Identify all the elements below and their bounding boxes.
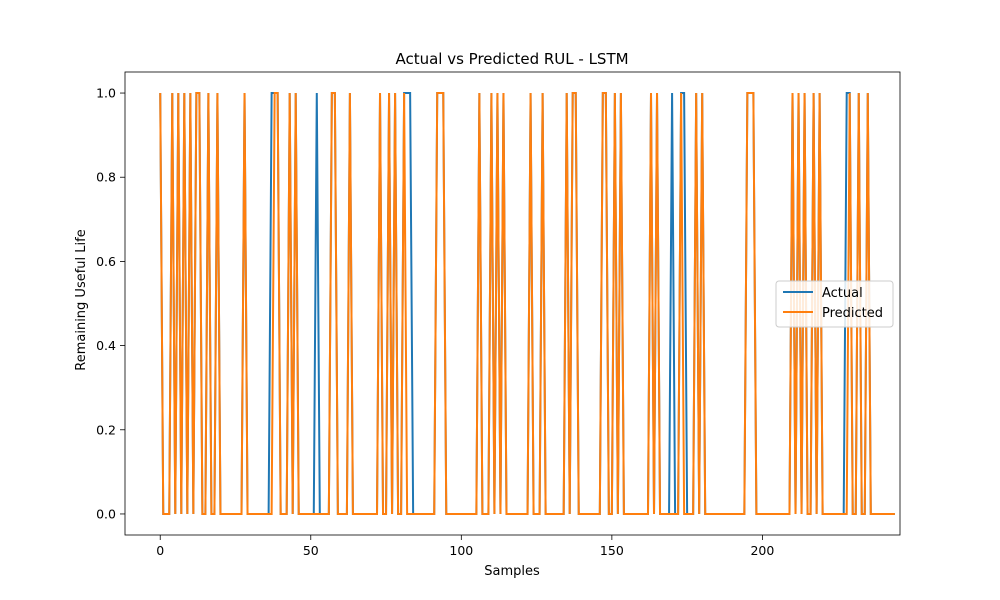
- y-tick-label: 0.8: [96, 170, 116, 185]
- x-tick-label: 200: [750, 543, 774, 558]
- y-tick-label: 0.2: [96, 422, 116, 437]
- x-tick-label: 150: [600, 543, 624, 558]
- y-axis: 0.0 0.2 0.4 0.6 0.8 1.0: [96, 86, 125, 521]
- x-tick-label: 50: [303, 543, 319, 558]
- y-tick-label: 1.0: [96, 86, 116, 101]
- y-tick-label: 0.6: [96, 254, 116, 269]
- y-tick-label: 0.4: [96, 338, 116, 353]
- x-axis-label: Samples: [484, 564, 540, 579]
- x-axis: 0 50 100 150 200: [156, 535, 774, 558]
- x-tick-label: 100: [449, 543, 473, 558]
- legend-label-predicted: Predicted: [822, 306, 883, 321]
- plot-frame: [124, 71, 901, 536]
- series-layer: [159, 92, 895, 515]
- legend: Actual Predicted: [775, 280, 894, 328]
- y-axis-label: Remaining Useful Life: [74, 229, 89, 370]
- x-tick-label: 0: [156, 543, 164, 558]
- chart-title: Actual vs Predicted RUL - LSTM: [395, 50, 628, 68]
- plot-area: [124, 71, 901, 536]
- series-line-predicted: [159, 92, 895, 515]
- legend-label-actual: Actual: [822, 286, 863, 301]
- y-tick-label: 0.0: [96, 506, 116, 521]
